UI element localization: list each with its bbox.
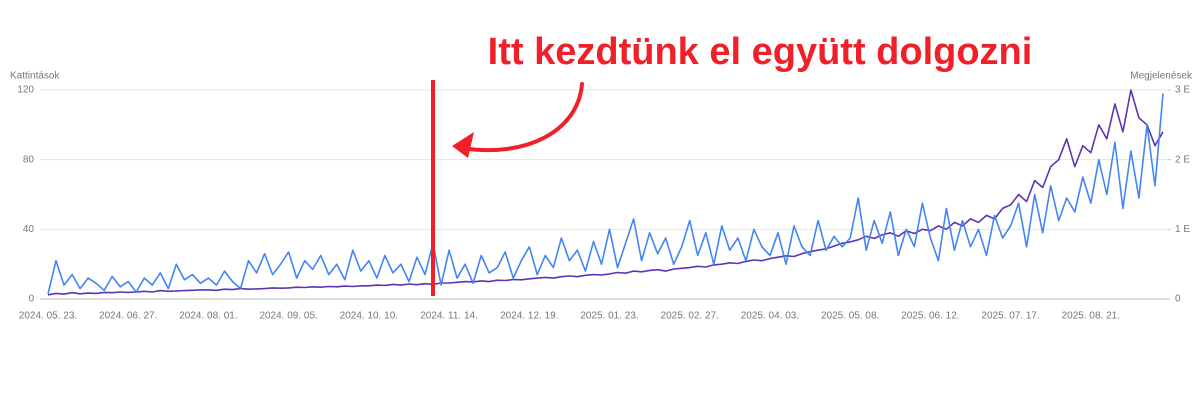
- plot-area: 0 40 80 120 0 1 E 2 E 3 E 2024. 05. 23. 2024. 06.…: [17, 85, 1190, 322]
- x-tick-label: 2025. 06. 12.: [901, 311, 959, 322]
- x-tick-label: 2025. 05. 08.: [821, 311, 879, 322]
- y2-tick-label: 1 E: [1175, 224, 1190, 235]
- chart-panel: [0, 52, 1200, 342]
- x-tick-label: 2024. 08. 01.: [179, 311, 237, 322]
- x-tick-label: 2024. 10. 10.: [340, 311, 398, 322]
- y-tick-label: 120: [17, 85, 34, 96]
- series-line: [47, 89, 1164, 296]
- annotation-arrowhead: [452, 132, 474, 158]
- x-tick-label: 2024. 12. 19.: [500, 311, 558, 322]
- y-axis-title: Kattintások: [10, 71, 60, 82]
- y2-tick-label: 3 E: [1175, 85, 1190, 96]
- x-tick-label: 2025. 01. 23.: [580, 311, 638, 322]
- y-tick-label: 0: [28, 294, 34, 305]
- x-tick-label: 2025. 04. 03.: [741, 311, 799, 322]
- annotation-arrow: [460, 82, 584, 153]
- y2-tick-label: 0: [1175, 294, 1181, 305]
- y2-axis-title: Megjelenések: [1130, 71, 1193, 82]
- x-tick-label: 2025. 07. 17.: [981, 311, 1039, 322]
- x-tick-label: 2024. 05. 23.: [19, 311, 77, 322]
- y-tick-label: 80: [23, 154, 35, 165]
- series-line: [47, 93, 1164, 294]
- y-tick-label: 40: [23, 224, 35, 235]
- x-tick-label: 2024. 11. 14.: [420, 311, 478, 322]
- annotation: Itt kezdtünk el együtt dolgozni: [488, 31, 1033, 73]
- x-tick-label: 2025. 08. 21.: [1062, 311, 1120, 322]
- x-tick-label: 2024. 09. 05.: [259, 311, 317, 322]
- y2-tick-label: 2 E: [1175, 154, 1190, 165]
- x-tick-label: 2024. 06. 27.: [99, 311, 157, 322]
- x-tick-label: 2025. 02. 27.: [661, 311, 719, 322]
